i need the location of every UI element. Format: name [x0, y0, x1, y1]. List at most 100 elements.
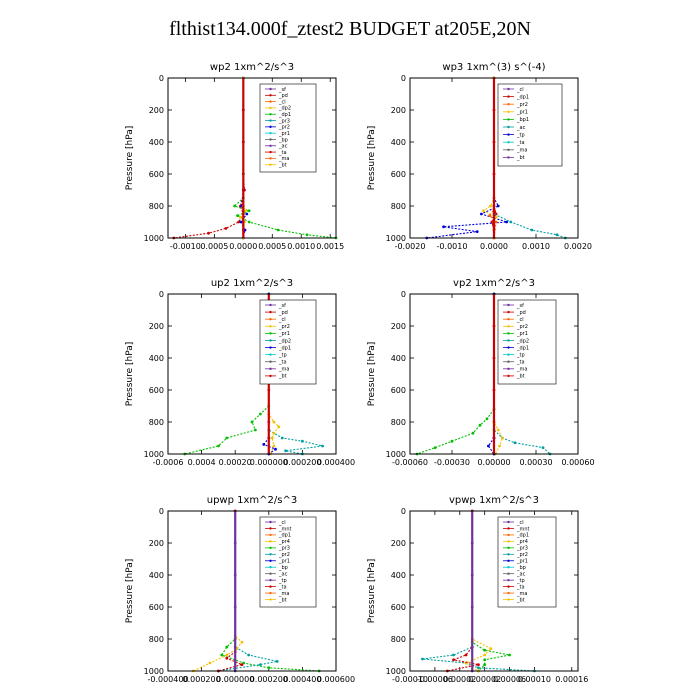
legend-marker: [507, 572, 510, 575]
y-tick-label: 0: [401, 290, 406, 299]
y-tick-label: 800: [391, 418, 406, 427]
legend-marker: [269, 310, 272, 314]
legend-box: [259, 83, 317, 173]
legend-label: _sf: [516, 303, 524, 309]
legend-label: _dp1: [278, 345, 291, 351]
series-point: [489, 204, 493, 208]
legend-marker: [507, 546, 510, 550]
series-point: [250, 420, 254, 424]
series-point: [509, 220, 513, 224]
y-tick-label: 400: [391, 571, 406, 580]
x-tick-label: 0.00060: [561, 458, 594, 467]
legend-marker: [507, 553, 510, 556]
legend-label: _ac: [516, 125, 526, 131]
y-tick-label: 1000: [144, 234, 164, 243]
panel-title: upwp 1xm^2/s^3: [207, 495, 297, 506]
legend-marker: [507, 540, 510, 543]
series-point: [275, 660, 279, 663]
x-tick-label: 0.0000: [229, 242, 257, 251]
panel-title: vp2 1xm^2/s^3: [453, 278, 535, 289]
legend-label: _sf: [278, 87, 286, 93]
legend-label: _pd: [278, 93, 288, 99]
legend-marker: [507, 520, 510, 524]
legend-label: _pr3: [278, 546, 290, 552]
y-tick-label: 800: [391, 202, 406, 211]
x-tick-label: 0.00006: [493, 675, 526, 684]
y-tick-label: 600: [149, 386, 164, 395]
legend-box: [497, 299, 557, 385]
x-tick-label: -0.000400: [147, 675, 188, 684]
x-tick-label: 0.0005: [200, 242, 228, 251]
legend-label: _pr2: [278, 324, 290, 330]
panel-2: wp3 1xm^(3) s^(-4) Pressure [hPa] 0 200 400 6…: [367, 62, 592, 251]
series-point: [225, 653, 229, 657]
legend-marker: [269, 360, 272, 363]
legend-marker: [269, 163, 272, 166]
series-point: [480, 212, 483, 216]
legend-label: _pr1: [516, 559, 528, 565]
series-point: [494, 220, 498, 224]
x-tick-label: 0.000400: [283, 675, 321, 684]
legend-marker: [507, 585, 510, 588]
x-tick-label: 0.00016: [555, 675, 588, 684]
legend-label: _bt: [516, 597, 525, 603]
legend-box: [259, 516, 317, 608]
y-tick-label: 200: [149, 106, 164, 115]
series-point: [259, 663, 262, 666]
legend-marker: [507, 591, 510, 595]
legend-marker: [269, 138, 272, 141]
legend-label: _dp2: [278, 338, 291, 344]
legend-label: _ac: [278, 144, 288, 150]
x-tick-label: 0.0015: [316, 242, 344, 251]
plot-frame: [167, 510, 337, 672]
panel-4: vp2 1xm^2/s^3 Pressure [hPa] 0 200 400 600 800…: [367, 278, 595, 467]
legend-label: _dp1: [516, 94, 529, 100]
legend-marker: [507, 598, 510, 601]
legend-marker: [507, 325, 510, 328]
series-line-4: [464, 511, 492, 672]
legend-marker: [507, 332, 510, 335]
series-point: [301, 439, 304, 443]
legend-label: _dp1: [516, 345, 529, 351]
legend-marker: [507, 141, 510, 144]
y-tick-label: 200: [391, 106, 406, 115]
series-point: [508, 653, 511, 657]
series-point: [452, 658, 455, 662]
x-tick-label: -0.0010: [170, 242, 201, 251]
panel-title: up2 1xm^2/s^3: [211, 278, 293, 289]
legend-label: _dp2: [516, 338, 529, 344]
y-tick-label: 1000: [386, 450, 406, 459]
legend-label: _cl: [278, 520, 286, 526]
legend-label: _pr1: [278, 559, 290, 565]
legend-marker: [269, 566, 272, 569]
series-point: [259, 412, 262, 416]
x-tick-label: 0.0010: [522, 242, 550, 251]
legend-marker: [269, 374, 272, 378]
legend-label: _pr2: [278, 125, 290, 131]
series-line-2: [184, 294, 270, 455]
series-point: [505, 220, 508, 224]
legend-marker: [507, 87, 510, 91]
y-axis-label: Pressure [hPa]: [125, 559, 135, 624]
legend-label: _bt: [278, 597, 287, 603]
legend-label: _dp2: [278, 106, 291, 112]
legend-label: _bp: [278, 137, 288, 143]
legend-label: _dp1: [278, 112, 291, 118]
legend-label: _pr2: [516, 324, 528, 330]
series-point: [489, 647, 493, 650]
series-point: [513, 441, 517, 445]
series-point: [239, 215, 242, 219]
series-point: [247, 220, 251, 224]
y-tick-label: 200: [149, 322, 164, 331]
series-line-2: [173, 78, 246, 239]
legend-label: _cl: [516, 520, 524, 526]
legend-marker: [507, 133, 510, 136]
legend-label: _pr3: [278, 118, 290, 124]
series-point: [496, 428, 500, 432]
legend-marker: [507, 353, 510, 356]
x-tick-label: 0.000000: [216, 675, 254, 684]
series-point: [277, 425, 281, 429]
legend-marker: [507, 566, 510, 569]
series-point: [276, 228, 280, 232]
legend-marker: [507, 317, 510, 321]
